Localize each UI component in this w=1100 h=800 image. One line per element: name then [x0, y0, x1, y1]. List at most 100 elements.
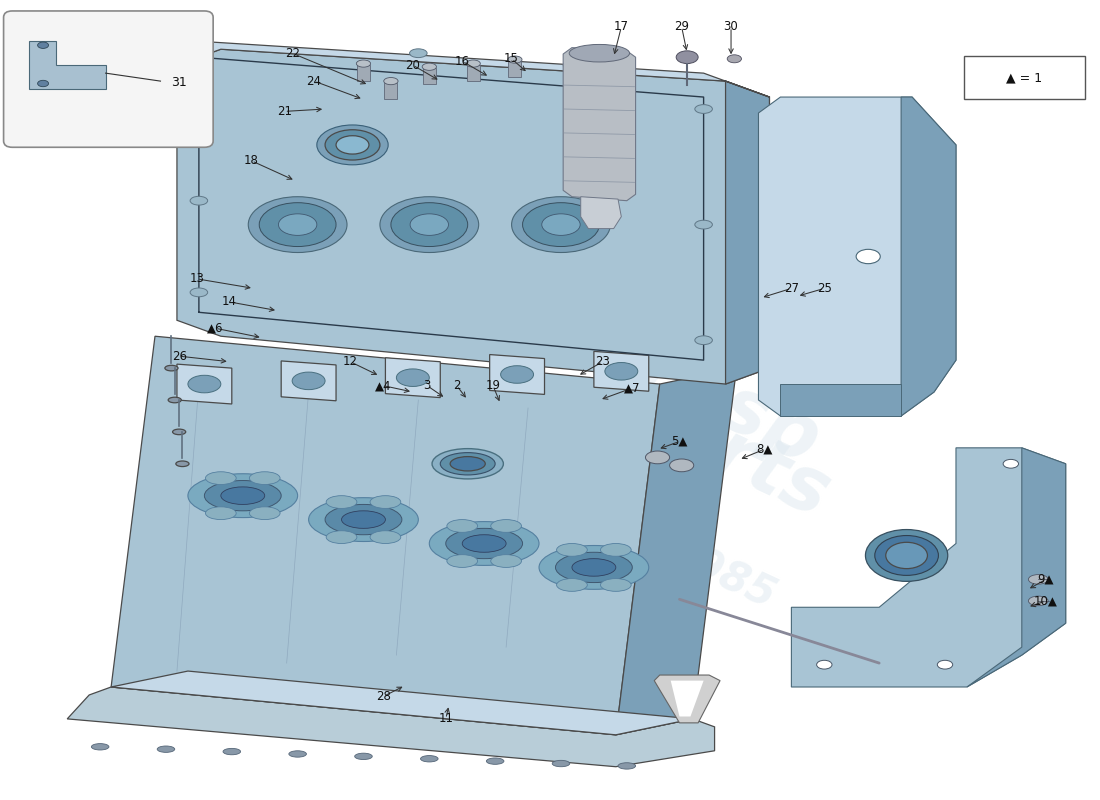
Polygon shape: [654, 675, 720, 723]
Ellipse shape: [422, 63, 437, 70]
Ellipse shape: [569, 45, 629, 62]
Ellipse shape: [336, 136, 368, 154]
Ellipse shape: [37, 80, 48, 86]
Ellipse shape: [432, 449, 504, 479]
Ellipse shape: [816, 660, 832, 669]
Ellipse shape: [410, 214, 449, 235]
Text: 20: 20: [406, 58, 420, 72]
Ellipse shape: [37, 42, 48, 49]
Ellipse shape: [206, 507, 236, 519]
Ellipse shape: [91, 744, 109, 750]
Ellipse shape: [466, 60, 481, 67]
Ellipse shape: [866, 530, 948, 582]
Polygon shape: [780, 384, 901, 416]
Text: ▲6: ▲6: [207, 322, 223, 334]
Text: 8▲: 8▲: [756, 443, 772, 456]
Ellipse shape: [886, 542, 927, 569]
Ellipse shape: [1028, 574, 1048, 584]
Ellipse shape: [260, 202, 336, 246]
Polygon shape: [384, 82, 397, 98]
Ellipse shape: [557, 578, 587, 591]
Polygon shape: [111, 671, 693, 735]
Polygon shape: [282, 361, 336, 401]
Polygon shape: [356, 65, 370, 81]
Ellipse shape: [856, 250, 880, 264]
Ellipse shape: [293, 372, 326, 390]
Ellipse shape: [356, 60, 371, 67]
Ellipse shape: [157, 746, 175, 752]
Ellipse shape: [522, 202, 600, 246]
Polygon shape: [901, 97, 956, 416]
Text: 16: 16: [454, 54, 470, 68]
Ellipse shape: [354, 753, 372, 759]
Text: since 1985: since 1985: [537, 471, 783, 616]
Ellipse shape: [390, 202, 468, 246]
Ellipse shape: [173, 429, 186, 434]
Polygon shape: [177, 364, 232, 404]
Polygon shape: [581, 197, 622, 229]
Ellipse shape: [176, 461, 189, 466]
Ellipse shape: [409, 49, 427, 58]
Polygon shape: [616, 368, 737, 735]
Ellipse shape: [447, 519, 477, 532]
Text: 13: 13: [189, 272, 205, 286]
Ellipse shape: [512, 197, 610, 253]
Polygon shape: [759, 97, 956, 416]
Ellipse shape: [327, 496, 356, 509]
Text: 19: 19: [485, 379, 501, 392]
Polygon shape: [508, 61, 521, 77]
Ellipse shape: [370, 530, 400, 543]
Polygon shape: [594, 351, 649, 391]
Ellipse shape: [605, 362, 638, 380]
Polygon shape: [466, 65, 480, 81]
Ellipse shape: [670, 459, 694, 472]
Ellipse shape: [601, 543, 631, 556]
Ellipse shape: [326, 130, 379, 160]
Ellipse shape: [168, 398, 182, 402]
Text: 21: 21: [277, 105, 292, 118]
Ellipse shape: [874, 535, 938, 575]
Ellipse shape: [618, 762, 636, 769]
Text: 28: 28: [376, 690, 390, 703]
Text: ▲ = 1: ▲ = 1: [1006, 71, 1043, 85]
Ellipse shape: [205, 481, 282, 511]
Ellipse shape: [221, 487, 265, 505]
Ellipse shape: [462, 534, 506, 552]
Ellipse shape: [446, 528, 522, 558]
Ellipse shape: [206, 472, 236, 485]
Ellipse shape: [572, 558, 616, 576]
Text: ▲4: ▲4: [375, 379, 392, 392]
Ellipse shape: [695, 220, 713, 229]
Ellipse shape: [601, 578, 631, 591]
FancyBboxPatch shape: [964, 56, 1086, 99]
Ellipse shape: [450, 457, 485, 471]
Ellipse shape: [727, 55, 741, 62]
Text: orts: orts: [653, 394, 842, 534]
Text: 31: 31: [172, 76, 187, 90]
Text: 22: 22: [285, 46, 299, 60]
Ellipse shape: [542, 214, 580, 235]
Polygon shape: [29, 42, 106, 89]
Text: 2: 2: [453, 379, 461, 392]
Ellipse shape: [250, 472, 280, 485]
Text: 3: 3: [424, 379, 431, 392]
Ellipse shape: [491, 519, 521, 532]
Ellipse shape: [190, 97, 208, 106]
Text: 23: 23: [595, 355, 610, 368]
Ellipse shape: [1003, 459, 1019, 468]
Text: 29: 29: [674, 21, 690, 34]
Ellipse shape: [249, 197, 346, 253]
Ellipse shape: [1028, 596, 1048, 606]
Polygon shape: [155, 42, 769, 97]
Text: eurosp: eurosp: [531, 288, 832, 480]
Ellipse shape: [289, 750, 307, 757]
Ellipse shape: [937, 660, 953, 669]
Ellipse shape: [379, 197, 478, 253]
Ellipse shape: [326, 505, 402, 534]
Polygon shape: [791, 448, 1066, 687]
Polygon shape: [563, 48, 636, 201]
Ellipse shape: [563, 61, 581, 70]
Ellipse shape: [370, 496, 400, 509]
Text: ▲7: ▲7: [624, 382, 640, 394]
Polygon shape: [385, 358, 440, 398]
